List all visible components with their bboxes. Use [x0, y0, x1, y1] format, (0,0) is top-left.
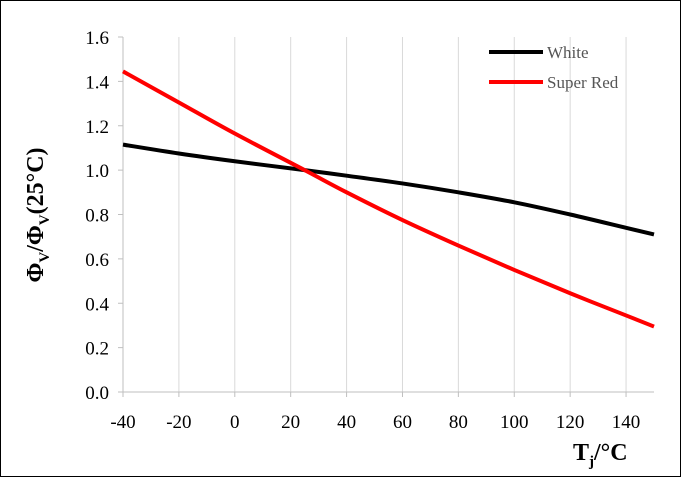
- axes: [118, 36, 654, 397]
- series-line-white: [122, 142, 655, 237]
- x-tick-label: 80: [449, 412, 468, 433]
- x-tick-label: 120: [556, 412, 585, 433]
- x-axis-title: Tj/°C: [573, 440, 628, 470]
- x-axis-title-tail: /°C: [593, 440, 628, 466]
- y-tick-label: 1.4: [85, 72, 109, 93]
- y-tick-label: 1.2: [85, 117, 109, 138]
- x-axis-title-main: T: [573, 440, 589, 466]
- x-tick-label: 0: [230, 412, 240, 433]
- legend: White Super Red: [489, 43, 619, 92]
- series-lines: [122, 69, 655, 329]
- y-axis-title: ΦV/ΦV(25°C): [23, 147, 53, 282]
- x-tick-labels: -40 -20 0 20 40 60 80 100 120 140: [110, 412, 640, 433]
- y-tick-labels: 0.0 0.2 0.4 0.6 0.8 1.0 1.2 1.4 1.6: [85, 28, 109, 404]
- legend-label-white: White: [547, 43, 589, 62]
- x-tick-label: 20: [281, 412, 300, 433]
- y-tick-label: 0.6: [85, 250, 109, 271]
- y-axis-title-sub2: V: [37, 214, 53, 225]
- x-tick-label: 60: [393, 412, 412, 433]
- series-line-super-red: [122, 69, 655, 329]
- y-tick-label: 0.4: [85, 294, 109, 315]
- y-axis-title-part3: (25°C): [23, 147, 49, 214]
- y-axis-title-sub1: V: [37, 252, 53, 263]
- y-tick-label: 0.0: [85, 383, 109, 404]
- y-tick-label: 1.0: [85, 161, 109, 182]
- x-tick-label: 140: [612, 412, 641, 433]
- x-tick-label: -20: [166, 412, 191, 433]
- legend-label-super-red: Super Red: [547, 73, 619, 92]
- x-tick-label: 100: [500, 412, 529, 433]
- y-tick-label: 1.6: [85, 28, 109, 49]
- x-axis-title-sub: j: [588, 454, 594, 470]
- y-tick-label: 0.2: [85, 339, 109, 360]
- y-axis-title-part2: /Φ: [23, 225, 49, 253]
- y-axis-title-part1: Φ: [23, 263, 49, 283]
- y-tick-label: 0.8: [85, 206, 109, 227]
- x-tick-label: -40: [110, 412, 135, 433]
- gridlines: [178, 37, 627, 392]
- x-tick-label: 40: [337, 412, 356, 433]
